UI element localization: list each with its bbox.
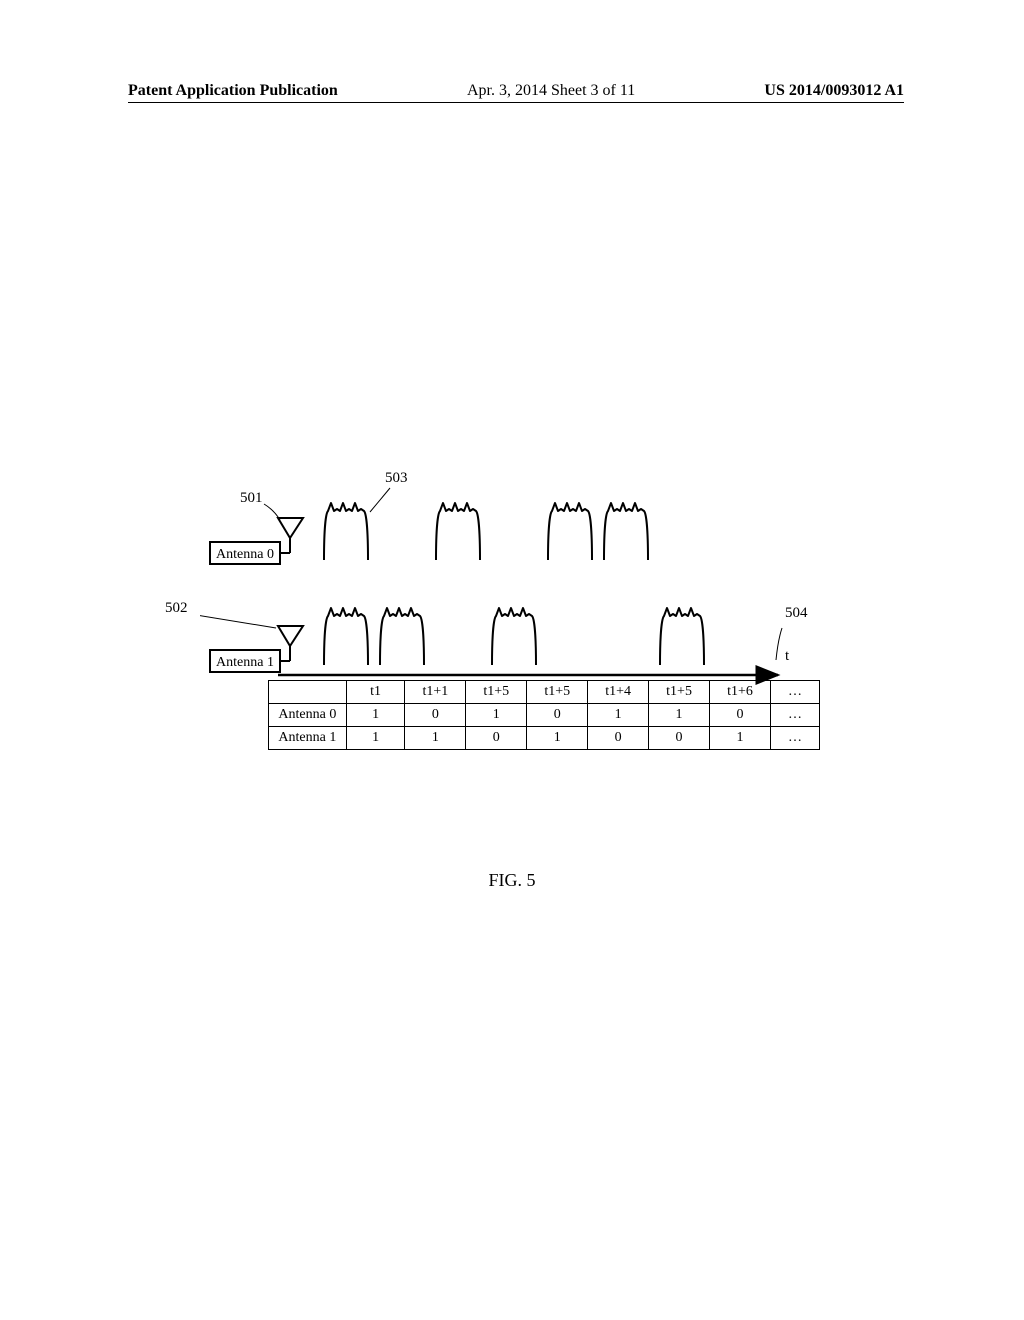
timing-table: t1 t1+1 t1+5 t1+5 t1+4 t1+5 t1+6 … Anten… — [268, 680, 820, 750]
table-header-row: t1 t1+1 t1+5 t1+5 t1+4 t1+5 t1+6 … — [269, 681, 820, 704]
cell: 1 — [710, 727, 771, 750]
ref-502: 502 — [165, 600, 188, 617]
antenna-1-label: Antenna 1 — [216, 655, 274, 670]
ref-501: 501 — [240, 490, 263, 507]
time-header: t1 — [346, 681, 405, 704]
time-header: t1+4 — [588, 681, 649, 704]
figure-5: 501 502 503 504 t Antenna 0 Antenna 1 — [200, 480, 820, 780]
cell: 1 — [527, 727, 588, 750]
time-axis-label: t — [785, 648, 789, 665]
time-header: t1+6 — [710, 681, 771, 704]
cell: 1 — [346, 704, 405, 727]
bursts-row-1 — [324, 608, 704, 665]
time-header: t1+5 — [527, 681, 588, 704]
figure-caption: FIG. 5 — [0, 870, 1024, 891]
ref-504: 504 — [785, 605, 808, 622]
time-header: … — [770, 681, 819, 704]
table-row: Antenna 0 1 0 1 0 1 1 0 … — [269, 704, 820, 727]
antenna-0-icon: Antenna 0 — [210, 504, 303, 564]
cell: 1 — [405, 727, 466, 750]
cell: … — [770, 727, 819, 750]
cell: 1 — [346, 727, 405, 750]
header-right: US 2014/0093012 A1 — [764, 82, 904, 100]
cell: … — [770, 704, 819, 727]
antenna-0-label: Antenna 0 — [216, 547, 274, 562]
cell: 0 — [466, 727, 527, 750]
cell: 0 — [649, 727, 710, 750]
ref-503: 503 — [385, 470, 408, 487]
bursts-row-0 — [324, 503, 648, 560]
cell: 1 — [649, 704, 710, 727]
row-label: Antenna 1 — [269, 727, 347, 750]
time-header: t1+1 — [405, 681, 466, 704]
cell: 1 — [588, 704, 649, 727]
cell: 0 — [527, 704, 588, 727]
page-header: Patent Application Publication Apr. 3, 2… — [128, 82, 904, 103]
antenna-1-icon: Antenna 1 — [200, 614, 303, 672]
header-center: Apr. 3, 2014 Sheet 3 of 11 — [467, 82, 635, 100]
time-header: t1+5 — [649, 681, 710, 704]
header-left: Patent Application Publication — [128, 82, 338, 100]
cell: 0 — [405, 704, 466, 727]
cell: 0 — [710, 704, 771, 727]
cell: 0 — [588, 727, 649, 750]
time-header: t1+5 — [466, 681, 527, 704]
row-label: Antenna 0 — [269, 704, 347, 727]
cell: 1 — [466, 704, 527, 727]
table-row: Antenna 1 1 1 0 1 0 0 1 … — [269, 727, 820, 750]
